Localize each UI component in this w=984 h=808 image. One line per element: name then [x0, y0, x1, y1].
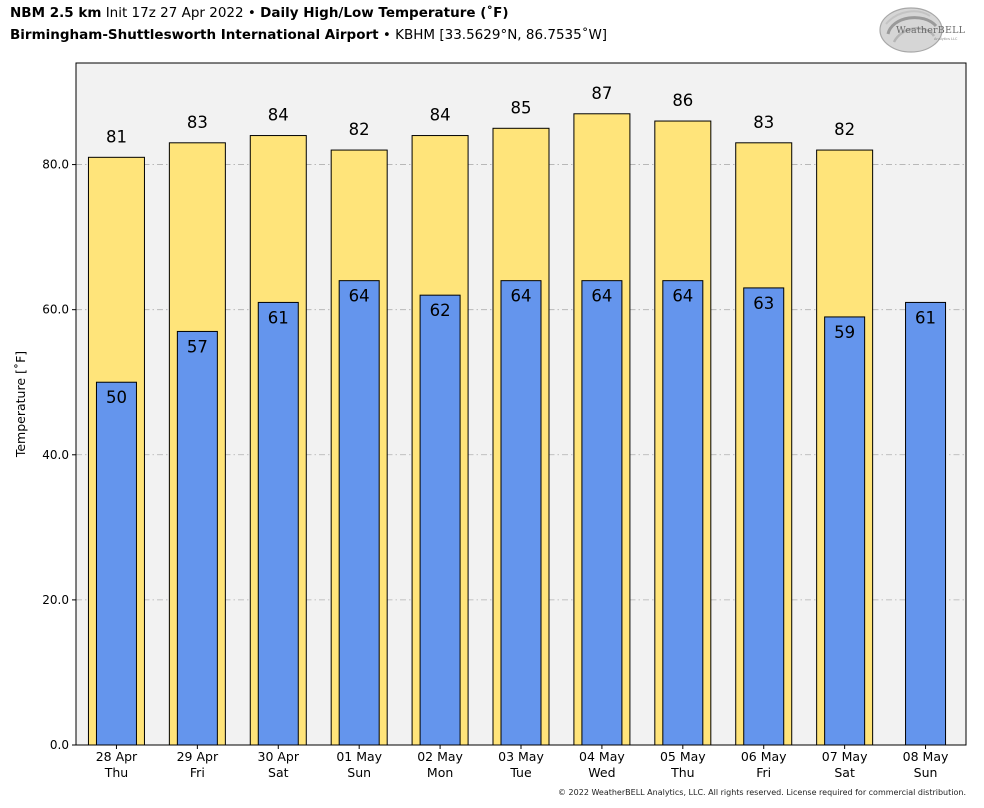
x-tick-date: 02 May — [417, 749, 463, 764]
x-tick-day: Thu — [104, 765, 128, 780]
low-temp-label: 61 — [268, 308, 289, 327]
low-temp-label: 59 — [834, 323, 855, 342]
x-tick-date: 04 May — [579, 749, 625, 764]
low-temp-label: 63 — [753, 294, 774, 313]
x-tick-day: Sun — [347, 765, 371, 780]
low-temp-label: 50 — [106, 388, 127, 407]
x-tick-date: 30 Apr — [258, 749, 300, 764]
high-temp-label: 87 — [591, 84, 612, 103]
low-temp-label: 64 — [591, 287, 612, 306]
product-title: Daily High/Low Temperature (˚F) — [260, 5, 509, 21]
x-tick-date: 05 May — [660, 749, 706, 764]
logo-swirl-icon — [879, 7, 943, 53]
low-temp-bar — [662, 280, 704, 746]
high-temp-label: 82 — [349, 120, 370, 139]
low-temp-label: 57 — [187, 337, 208, 356]
high-temp-label: 81 — [106, 127, 127, 146]
low-temp-bar — [257, 301, 299, 746]
low-temp-label: 64 — [349, 287, 370, 306]
weatherbell-logo: WeatherBELL Analytics LLC — [878, 6, 970, 56]
x-tick-date: 28 Apr — [96, 749, 138, 764]
low-temp-bar — [176, 330, 218, 746]
low-temp-bar — [824, 316, 866, 746]
bars — [87, 113, 947, 746]
low-temp-label: 61 — [915, 308, 936, 327]
low-temp-label: 64 — [672, 287, 693, 306]
x-tick-date: 01 May — [336, 749, 382, 764]
y-tick-label: 0.0 — [50, 738, 69, 752]
high-temp-label: 85 — [511, 98, 532, 117]
x-tick-date: 03 May — [498, 749, 544, 764]
copyright-footer: © 2022 WeatherBELL Analytics, LLC. All r… — [558, 788, 966, 797]
low-temp-bar — [95, 381, 137, 746]
header-line-1: NBM 2.5 km Init 17z 27 Apr 2022 • Daily … — [10, 5, 509, 21]
high-temp-label: 84 — [430, 106, 451, 125]
logo-subtext: Analytics LLC — [934, 37, 958, 41]
high-temp-label: 82 — [834, 120, 855, 139]
x-tick-day: Sun — [914, 765, 938, 780]
plot-frame — [75, 62, 967, 746]
low-temp-bar — [500, 280, 542, 746]
low-temp-label: 64 — [511, 287, 532, 306]
station-name: Birmingham-Shuttlesworth International A… — [10, 27, 379, 43]
high-temp-label: 86 — [672, 91, 693, 110]
low-temp-bar — [419, 294, 461, 746]
init-time: Init 17z 27 Apr 2022 — [105, 5, 244, 21]
x-tick-day: Sat — [268, 765, 289, 780]
low-temp-bar — [338, 280, 380, 746]
x-tick-day: Fri — [756, 765, 771, 780]
low-temp-label: 62 — [430, 301, 451, 320]
y-tick-label: 80.0 — [42, 158, 69, 172]
x-tick-date: 29 Apr — [177, 749, 219, 764]
x-tick-day: Fri — [190, 765, 205, 780]
low-temp-bar — [581, 280, 623, 746]
low-temp-bar — [905, 301, 947, 746]
y-axis-label: Temperature [˚F] — [13, 351, 28, 458]
data-labels: 81 50 83 57 84 61 82 64 84 62 85 64 87 64 86 64 83 63 82 59… — [106, 84, 936, 407]
model-name: NBM 2.5 km — [10, 5, 102, 21]
x-tick-date: 08 May — [903, 749, 949, 764]
x-tick-day: Mon — [427, 765, 453, 780]
x-tick-day: Tue — [509, 765, 532, 780]
low-temp-bar — [743, 287, 785, 746]
separator-bullet-2: • — [382, 27, 391, 43]
header-line-2: Birmingham-Shuttlesworth International A… — [10, 27, 607, 43]
x-tick-day: Thu — [670, 765, 694, 780]
x-tick-date: 06 May — [741, 749, 787, 764]
y-tick-label: 20.0 — [42, 593, 69, 607]
high-temp-label: 83 — [187, 113, 208, 132]
y-tick-label: 60.0 — [42, 303, 69, 317]
high-temp-label: 84 — [268, 106, 289, 125]
x-tick-day: Sat — [834, 765, 855, 780]
y-tick-label: 40.0 — [42, 448, 69, 462]
station-info: KBHM [33.5629°N, 86.7535˚W] — [395, 27, 608, 43]
high-temp-label: 83 — [753, 113, 774, 132]
x-tick-day: Wed — [588, 765, 615, 780]
x-tick-date: 07 May — [822, 749, 868, 764]
separator-bullet: • — [247, 5, 256, 21]
logo-text: WeatherBELL — [896, 25, 966, 36]
